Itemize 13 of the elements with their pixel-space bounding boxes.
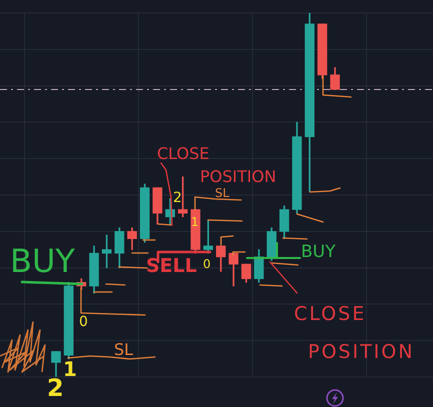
annotation: SL bbox=[215, 186, 230, 200]
annotation: 2 bbox=[47, 374, 64, 402]
annotation: SL bbox=[114, 340, 134, 359]
annotation: 1 bbox=[191, 215, 199, 229]
annotation: 0 bbox=[79, 314, 88, 330]
annotation: 0 bbox=[203, 257, 211, 271]
annotation: CLOSE POSITION bbox=[294, 302, 414, 365]
annotation: BUY bbox=[10, 242, 75, 280]
annotation: 2 bbox=[173, 190, 182, 206]
annotation: 1 bbox=[63, 357, 77, 381]
annotation: CLOSE POSITION bbox=[157, 143, 276, 188]
annotation: SELL bbox=[146, 255, 197, 277]
annotation: BUY bbox=[301, 242, 336, 262]
